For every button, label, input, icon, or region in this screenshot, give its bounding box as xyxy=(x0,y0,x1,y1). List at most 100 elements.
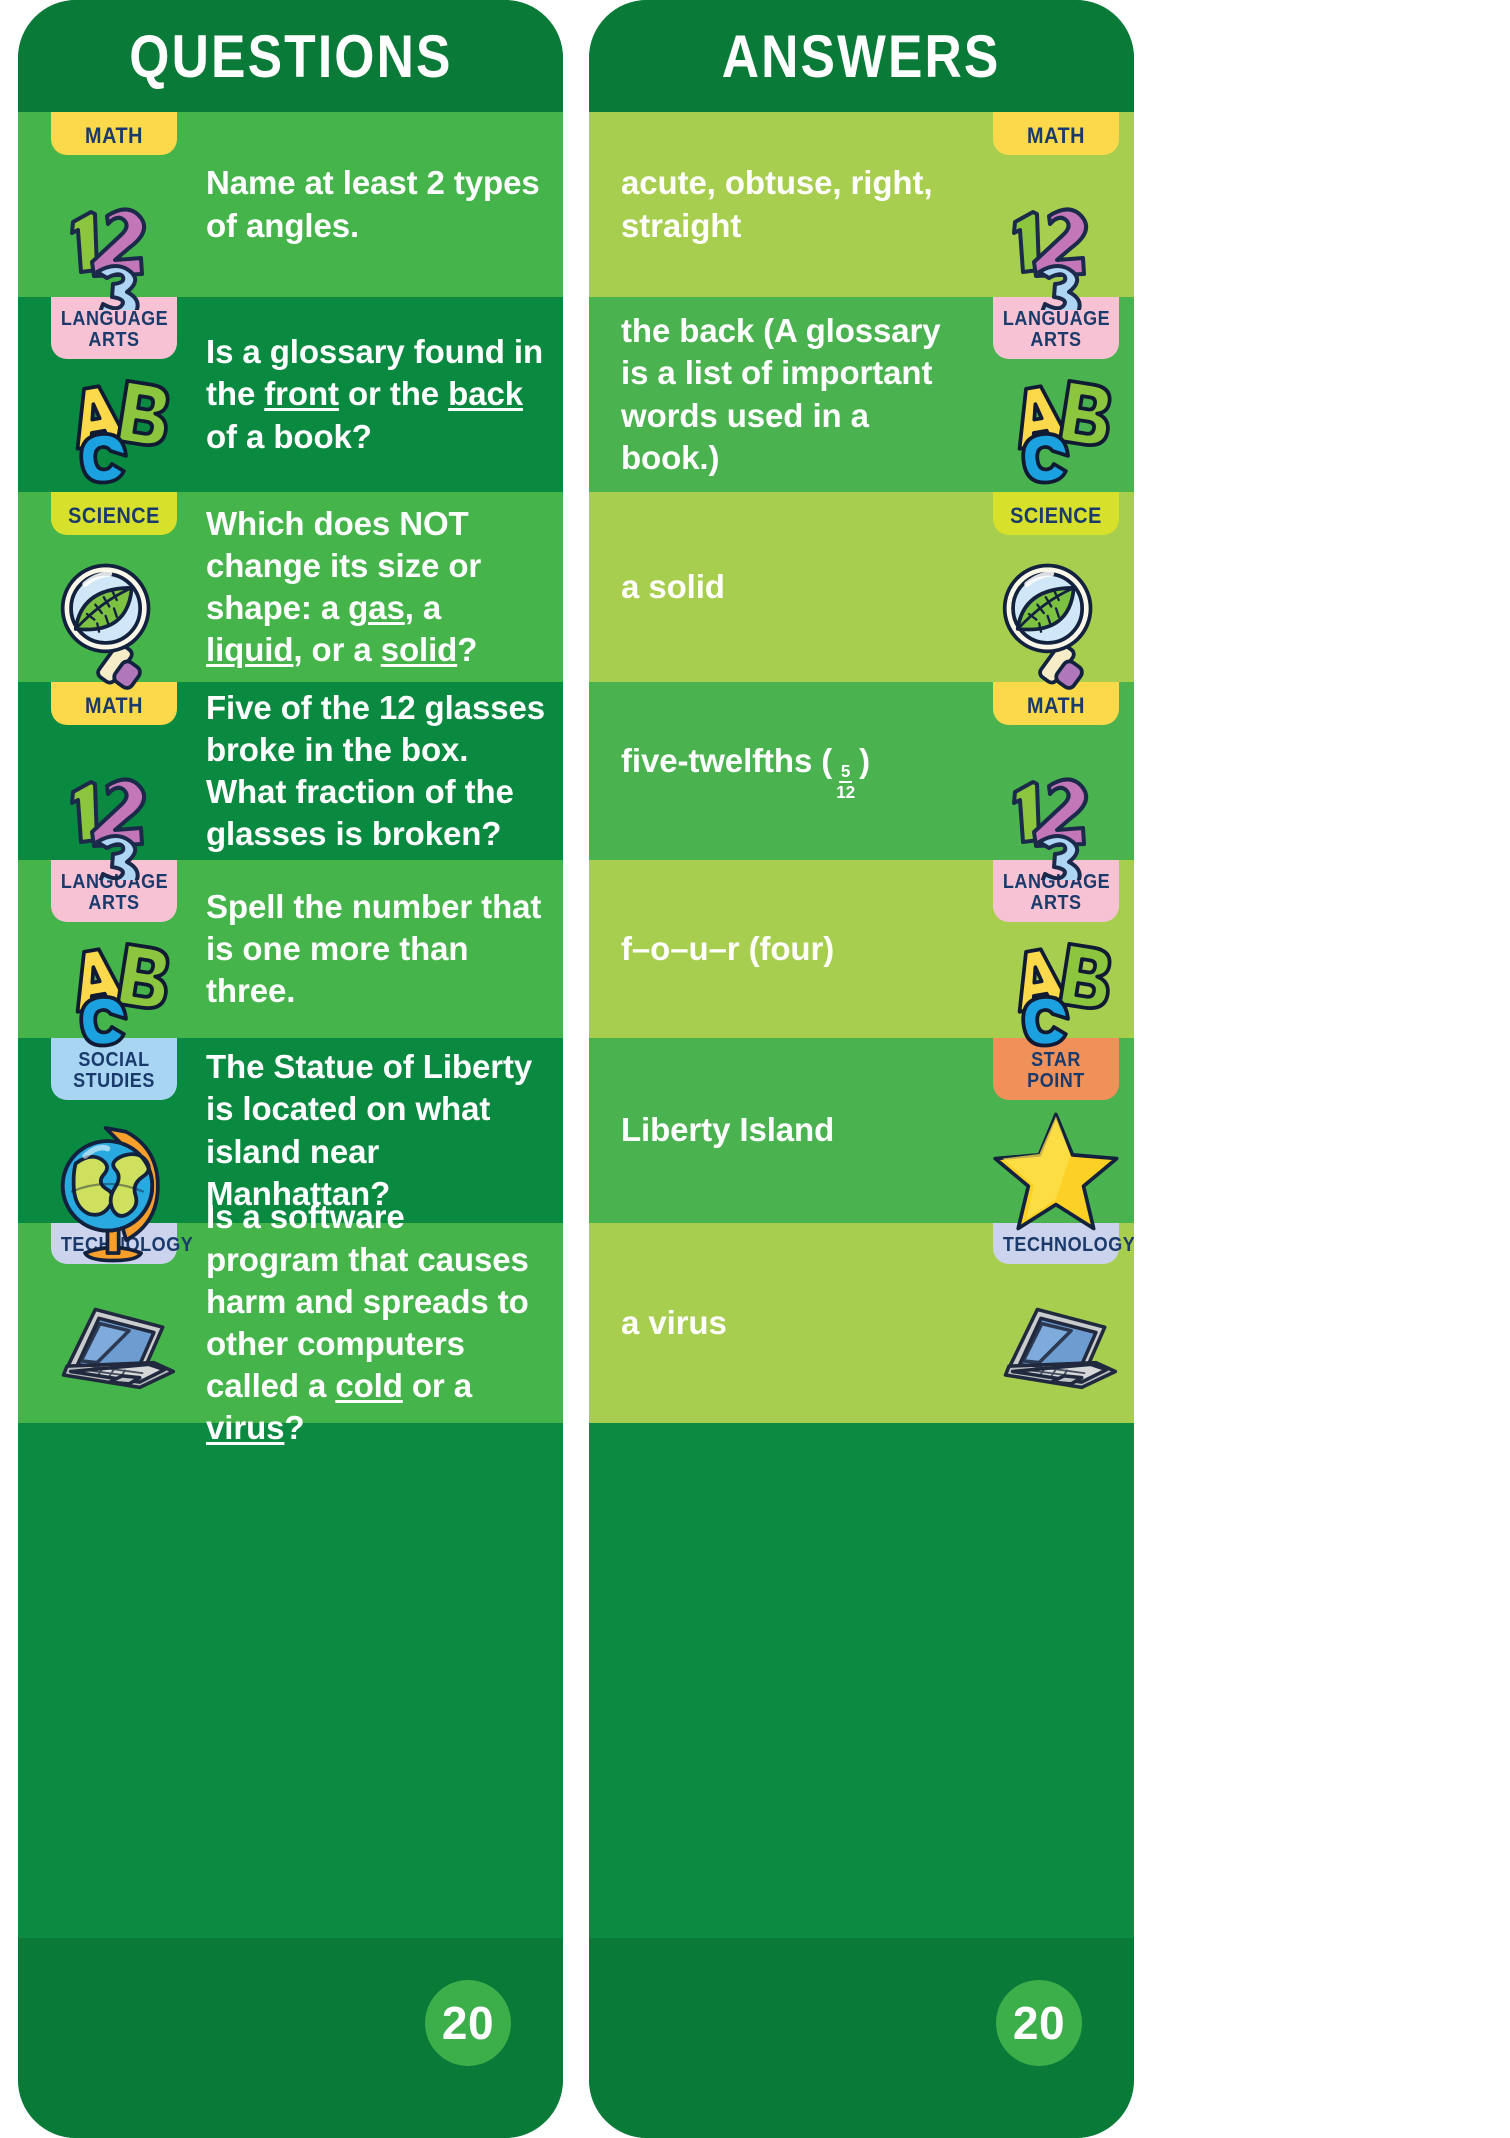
questions-header: QUESTIONS xyxy=(18,0,563,112)
answers-title: ANSWERS xyxy=(722,22,1001,90)
subject-tab-panel: STAR POINT xyxy=(993,1038,1119,1101)
questions-footer: 20 xyxy=(18,1938,563,2138)
math-123-icon xyxy=(70,777,146,880)
subject-tab-label: SCIENCE xyxy=(1010,503,1102,528)
answers-footer: 20 xyxy=(589,1938,1134,2138)
flashcard-row: LANGUAGE ARTS Is a glossary found in the… xyxy=(18,297,563,492)
subject-tab-panel: SOCIAL STUDIES xyxy=(51,1038,177,1101)
subject-tab-panel: SCIENCE xyxy=(51,492,177,536)
subject-tab-science: SCIENCE xyxy=(44,492,184,690)
subject-tab-math: MATH xyxy=(986,682,1126,880)
flashcard-row: a solid SCIENCE xyxy=(589,492,1134,690)
math-123-icon xyxy=(986,730,1126,880)
subject-tab-panel: MATH xyxy=(51,682,177,726)
science-magnifier-leaf-icon xyxy=(986,534,1126,694)
subject-tab-label: MATH xyxy=(1027,123,1085,148)
subject-tab-panel: SCIENCE xyxy=(993,492,1119,536)
page-number-badge-answers: 20 xyxy=(996,1980,1082,2066)
question-text: Which does NOT change its size or shape:… xyxy=(206,504,482,669)
subject-tab-math: MATH xyxy=(44,682,184,880)
flashcard-row: MATH Five of the 12 glasses broke in the… xyxy=(18,682,563,880)
subject-tab-label: TECHNOLOGY xyxy=(60,1234,194,1256)
flashcard-row: a virus TECHNOLOGY xyxy=(589,1223,1134,1423)
language-arts-abc-icon xyxy=(44,906,184,1058)
answer-text: a virus xyxy=(621,1303,727,1341)
subject-tab-science: SCIENCE xyxy=(986,492,1126,690)
language-arts-abc-icon xyxy=(986,343,1126,495)
questions-title: QUESTIONS xyxy=(128,22,453,90)
flashcard-row: SOCIAL STUDIES The Statue of Liberty is … xyxy=(18,1038,563,1263)
questions-card: QUESTIONS MATH Name at least 2 types of … xyxy=(18,0,563,2138)
math-123-icon xyxy=(44,730,184,880)
subject-tab-technology: TECHNOLOGY xyxy=(44,1223,194,1423)
star-point-icon xyxy=(986,1096,1126,1234)
subject-tab-label: LANGUAGE ARTS xyxy=(60,308,169,352)
subject-tab-label: LANGUAGE ARTS xyxy=(1002,308,1111,352)
answer-text: a solid xyxy=(621,567,725,605)
question-text: Name at least 2 types of angles. xyxy=(206,164,540,244)
subject-tab-language-arts: LANGUAGE ARTS xyxy=(44,860,184,1048)
subject-tab-label: SCIENCE xyxy=(68,503,160,528)
question-text: The Statue of Liberty is located on what… xyxy=(206,1048,533,1212)
language-arts-abc-icon xyxy=(1017,378,1112,485)
subject-tab-label: LANGUAGE ARTS xyxy=(60,871,169,915)
subject-tab-label: MATH xyxy=(85,123,143,148)
technology-laptop-icon xyxy=(986,1269,1126,1419)
flashcard-row: acute, obtuse, right, straight MATH xyxy=(589,112,1134,310)
subject-tab-panel: LANGUAGE ARTS xyxy=(993,297,1119,360)
answer-text: acute, obtuse, right, straight xyxy=(621,164,933,244)
math-123-icon xyxy=(1012,777,1088,880)
science-magnifier-leaf-icon xyxy=(60,563,151,690)
language-arts-abc-icon xyxy=(1017,941,1112,1048)
language-arts-abc-icon xyxy=(75,378,170,485)
question-text: Is a software program that causes harm a… xyxy=(206,1198,529,1447)
subject-tab-label: TECHNOLOGY xyxy=(1002,1234,1134,1256)
subject-tab-label: MATH xyxy=(85,693,143,718)
question-text: Is a glossary found in the front or the … xyxy=(206,333,544,455)
question-text: Spell the number that is one more than t… xyxy=(206,887,542,1010)
flashcard-row: LANGUAGE ARTS Spell the number that is o… xyxy=(18,860,563,1048)
subject-tab-star-point: STAR POINT xyxy=(986,1038,1126,1231)
answer-text: Liberty Island xyxy=(621,1111,835,1149)
subject-tab-panel: TECHNOLOGY xyxy=(993,1223,1134,1265)
answer-text: five-twelfths (5 12) xyxy=(621,742,870,803)
language-arts-abc-icon xyxy=(75,941,170,1048)
subject-tab-technology: TECHNOLOGY xyxy=(986,1223,1134,1423)
subject-tab-panel: MATH xyxy=(51,112,177,156)
subject-tab-label: MATH xyxy=(1027,693,1085,718)
answers-card: ANSWERS acute, obtuse, right, straight MA… xyxy=(589,0,1134,2138)
science-magnifier-leaf-icon xyxy=(1002,563,1093,690)
language-arts-abc-icon xyxy=(986,906,1126,1058)
subject-tab-social-studies: SOCIAL STUDIES xyxy=(44,1038,184,1263)
subject-tab-panel: MATH xyxy=(993,112,1119,156)
subject-tab-math: MATH xyxy=(986,112,1126,310)
flashcard-row: five-twelfths (5 12) MATH xyxy=(589,682,1134,880)
math-123-icon xyxy=(986,160,1126,310)
technology-laptop-icon xyxy=(1003,1307,1118,1390)
subject-tab-panel: LANGUAGE ARTS xyxy=(993,860,1119,923)
subject-tab-panel: MATH xyxy=(993,682,1119,726)
flashcard-row: Liberty Island STAR POINT xyxy=(589,1038,1134,1231)
subject-tab-language-arts: LANGUAGE ARTS xyxy=(986,860,1126,1048)
question-text: Five of the 12 glasses broke in the box.… xyxy=(206,688,545,853)
flashcard-row: TECHNOLOGY Is a software program that ca… xyxy=(18,1198,563,1446)
math-123-icon xyxy=(44,160,184,310)
subject-tab-label: LANGUAGE ARTS xyxy=(1002,871,1111,915)
answer-text: the back (A glossary is a list of import… xyxy=(621,312,941,476)
subject-tab-label: STAR POINT xyxy=(1027,1049,1085,1093)
answers-rows: acute, obtuse, right, straight MATH the b… xyxy=(589,112,1134,1938)
subject-tab-label: SOCIAL STUDIES xyxy=(73,1049,155,1093)
technology-laptop-icon xyxy=(61,1307,176,1390)
questions-rows: MATH Name at least 2 types of angles. LAN… xyxy=(18,112,563,1938)
subject-tab-panel: TECHNOLOGY xyxy=(51,1223,194,1265)
flashcard-row: f–o–u–r (four) LANGUAGE ARTS xyxy=(589,860,1134,1048)
flashcard-row: the back (A glossary is a list of import… xyxy=(589,297,1134,492)
flashcard-row: MATH Name at least 2 types of angles. xyxy=(18,112,563,310)
star-point-icon xyxy=(993,1112,1119,1231)
technology-laptop-icon xyxy=(44,1269,184,1419)
subject-tab-panel: LANGUAGE ARTS xyxy=(51,297,177,360)
subject-tab-panel: LANGUAGE ARTS xyxy=(51,860,177,923)
page-number-badge-questions: 20 xyxy=(425,1980,511,2066)
math-123-icon xyxy=(70,207,146,310)
